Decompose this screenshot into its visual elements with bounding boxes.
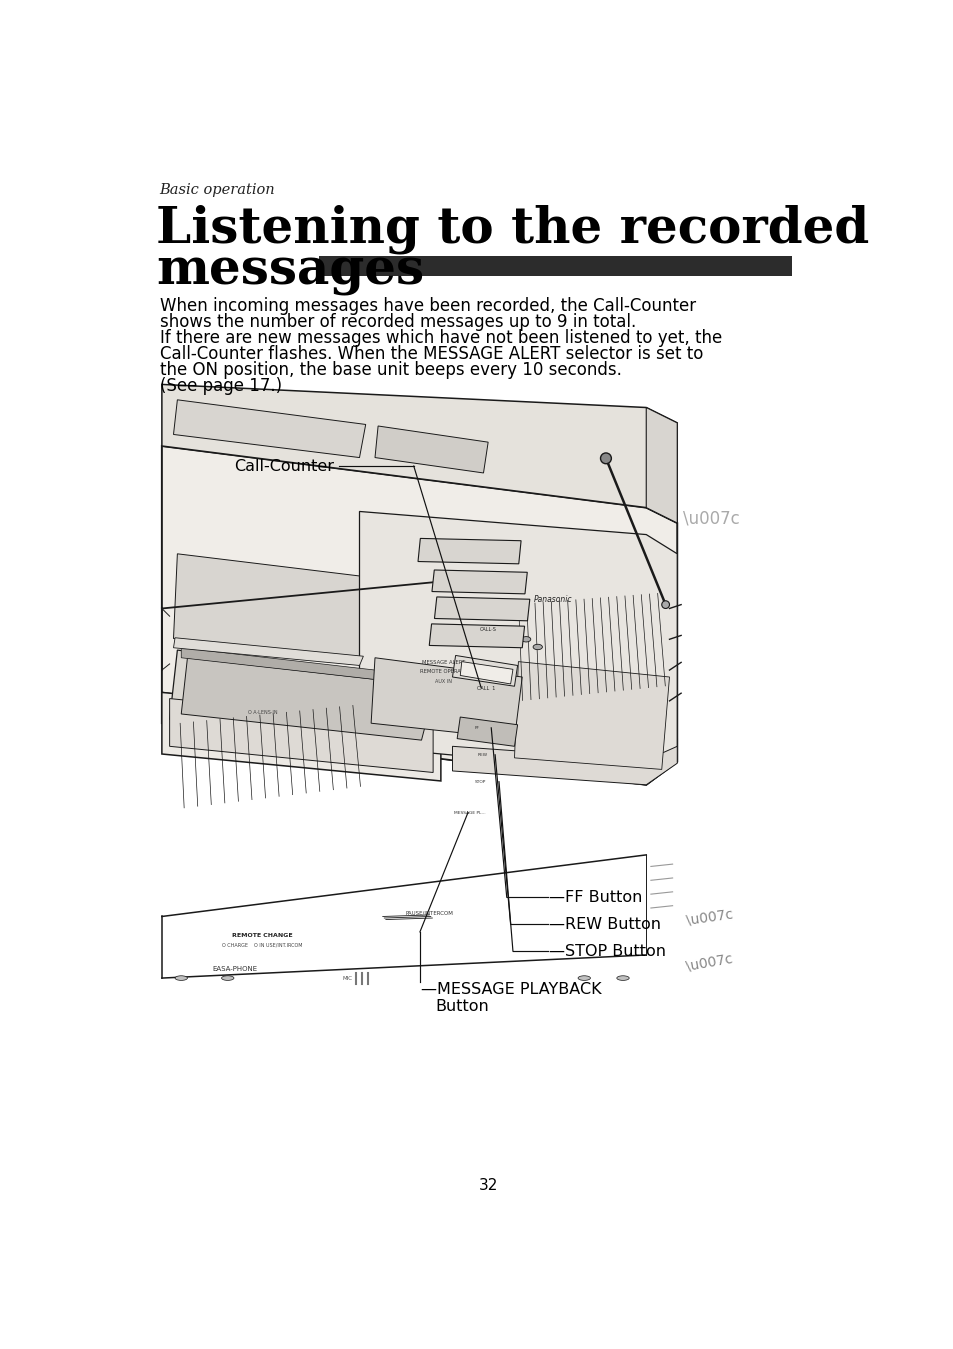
Text: —REW Button: —REW Button — [549, 917, 660, 932]
Text: When incoming messages have been recorded, the Call-Counter: When incoming messages have been recorde… — [159, 297, 695, 314]
Polygon shape — [371, 658, 521, 739]
Polygon shape — [459, 661, 513, 684]
Ellipse shape — [617, 975, 629, 981]
Text: Button: Button — [435, 998, 489, 1014]
Bar — [319, 256, 791, 275]
Text: O A·LENS·IN: O A·LENS·IN — [248, 710, 277, 715]
Text: \u007c: \u007c — [684, 907, 733, 927]
Text: REMOTE CHANGE: REMOTE CHANGE — [233, 934, 293, 939]
Polygon shape — [359, 511, 677, 773]
Text: messages: messages — [156, 247, 424, 295]
Polygon shape — [173, 554, 367, 658]
Ellipse shape — [533, 645, 542, 650]
Ellipse shape — [521, 637, 530, 642]
Text: MIC: MIC — [342, 975, 353, 981]
Text: AUX IN: AUX IN — [435, 679, 451, 684]
Text: O CHARGE    O IN USE/INT.IRCOM: O CHARGE O IN USE/INT.IRCOM — [222, 943, 302, 947]
Text: \u007c: \u007c — [682, 510, 740, 527]
Polygon shape — [452, 746, 677, 785]
Text: Panasonic: Panasonic — [534, 595, 572, 604]
Text: Basic operation: Basic operation — [159, 183, 274, 197]
Text: —FF Button: —FF Button — [549, 890, 642, 905]
Text: —MESSAGE PLAYBACK: —MESSAGE PLAYBACK — [421, 982, 601, 997]
Text: (See page 17.): (See page 17.) — [159, 378, 281, 395]
Text: PAUSE/INTERCOM: PAUSE/INTERCOM — [405, 911, 453, 915]
Polygon shape — [417, 538, 520, 564]
Polygon shape — [432, 571, 527, 594]
Text: \u007c: \u007c — [684, 951, 733, 974]
Circle shape — [661, 600, 669, 608]
Polygon shape — [429, 623, 524, 648]
Text: CALL·S: CALL·S — [479, 627, 497, 631]
Text: Listening to the recorded: Listening to the recorded — [156, 204, 869, 254]
Polygon shape — [452, 656, 517, 687]
Ellipse shape — [174, 975, 187, 981]
Polygon shape — [456, 718, 517, 746]
Text: —STOP Button: —STOP Button — [549, 944, 666, 959]
Text: 32: 32 — [478, 1178, 498, 1194]
Text: REMOTE OPERATE: REMOTE OPERATE — [419, 669, 466, 674]
Ellipse shape — [221, 975, 233, 981]
Polygon shape — [173, 399, 365, 457]
Text: the ON position, the base unit beeps every 10 seconds.: the ON position, the base unit beeps eve… — [159, 362, 620, 379]
Text: shows the number of recorded messages up to 9 in total.: shows the number of recorded messages up… — [159, 313, 635, 331]
Polygon shape — [162, 692, 677, 785]
Text: REW: REW — [476, 753, 487, 757]
Polygon shape — [645, 407, 677, 523]
Polygon shape — [173, 638, 363, 665]
Polygon shape — [162, 692, 440, 781]
Polygon shape — [181, 648, 435, 687]
Polygon shape — [162, 384, 677, 523]
Polygon shape — [375, 426, 488, 473]
Polygon shape — [170, 650, 444, 746]
Text: Call-Counter: Call-Counter — [233, 459, 334, 473]
Text: MESSAGE PL...: MESSAGE PL... — [454, 811, 485, 815]
Text: Call-Counter flashes. When the MESSAGE ALERT selector is set to: Call-Counter flashes. When the MESSAGE A… — [159, 345, 702, 363]
Polygon shape — [181, 658, 435, 741]
Polygon shape — [170, 699, 433, 773]
Text: MESSAGE ALERT: MESSAGE ALERT — [421, 660, 464, 665]
Text: EASA-PHONE: EASA-PHONE — [212, 966, 257, 971]
Ellipse shape — [578, 975, 590, 981]
Polygon shape — [162, 447, 677, 785]
Text: STOP: STOP — [474, 780, 485, 784]
Text: If there are new messages which have not been listened to yet, the: If there are new messages which have not… — [159, 329, 721, 347]
Polygon shape — [514, 661, 669, 769]
Circle shape — [599, 453, 611, 464]
Text: CALL  1: CALL 1 — [476, 687, 496, 691]
Text: FF: FF — [475, 726, 479, 730]
Polygon shape — [434, 596, 529, 621]
